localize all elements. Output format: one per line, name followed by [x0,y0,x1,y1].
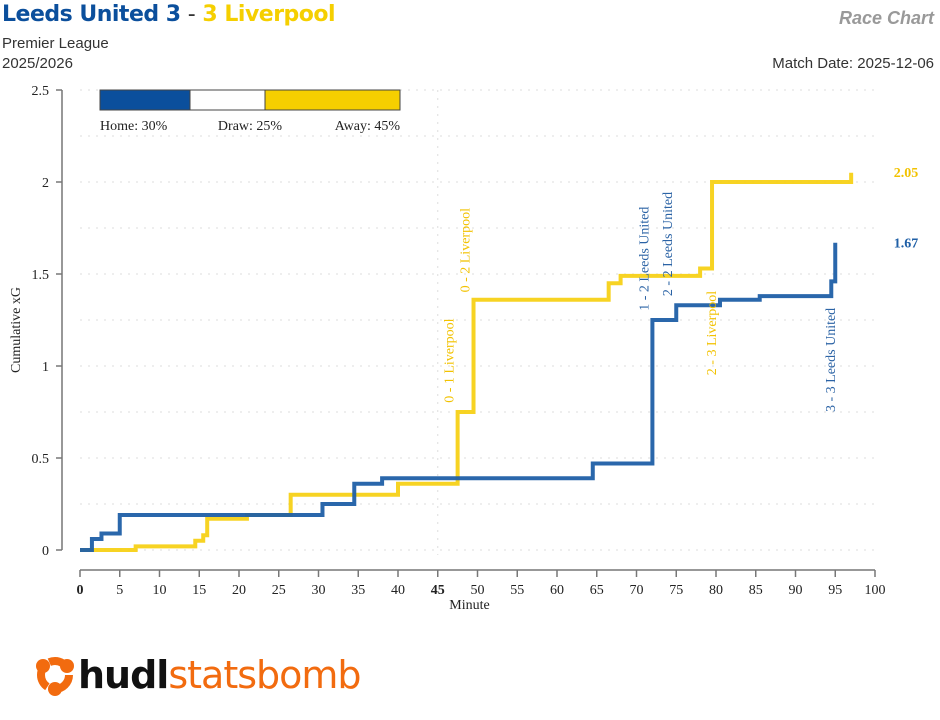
x-tick-label: 100 [865,583,886,598]
x-tick-label: 60 [550,583,564,598]
x-tick-label: 25 [272,583,286,598]
xg-line-leeds-united [80,242,838,552]
x-tick-label: 85 [749,583,763,598]
competition-label: Premier League [2,35,109,52]
home-win-prob-bar [99,89,191,111]
goal-annotation: 0 - 1 Liverpool [443,318,458,402]
y-tick-label: 2 [42,176,49,191]
goal-annotation: 3 - 3 Leeds United [824,308,839,412]
x-tick-label: 65 [590,583,604,598]
x-axis-label: Minute [449,598,489,613]
away-win-prob-bar [264,89,401,111]
y-tick-label: 1 [42,360,49,375]
x-tick-label: 50 [471,583,485,598]
match-title: Leeds United 3 - 3 Liverpool [2,2,336,27]
home-score: 3 [165,2,181,27]
season-label: 2025/2026 [2,55,73,72]
draw-prob-label: Draw: 25% [218,119,282,134]
y-axis-label: Cumulative xG [9,287,24,373]
goal-annotation: 2 - 2 Leeds United [661,192,676,296]
x-tick-label: 40 [391,583,405,598]
x-tick-label: 20 [232,583,246,598]
away-prob-label: Away: 45% [335,119,401,134]
away-score: 3 [202,2,218,27]
score-separator: - [187,2,196,27]
x-tick-label: 5 [116,583,123,598]
x-tick-label: 10 [153,583,167,598]
home-prob-label: Home: 30% [100,119,168,134]
race-chart: 0 0.5 1 1.5 2 2.5 Cumulative xG 0 5 10 15 20 25 30 35 4… [9,84,919,613]
goal-annotation: 2 - 3 Liverpool [705,291,720,375]
x-tick-label: 35 [351,583,365,598]
y-tick-label: 2.5 [32,84,50,99]
x-tick-label: 55 [510,583,524,598]
x-tick-label: 70 [630,583,644,598]
x-tick-label: 0 [77,583,84,598]
draw-prob-bar [189,89,266,111]
x-tick-label: 45 [431,583,445,598]
away-team-name: Liverpool [224,2,336,27]
x-tick-label: 90 [789,583,803,598]
x-tick-label: 15 [192,583,206,598]
logo-text-hudl: hudl [78,653,169,697]
hudl-statsbomb-logo: hudl statsbomb [32,652,362,698]
match-date: Match Date: 2025-12-06 [772,55,934,72]
logo-text-statsbomb: statsbomb [168,653,361,697]
chart-name: Race Chart [838,8,934,28]
final-xg-away: 2.05 [894,166,919,181]
final-xg-home: 1.67 [894,237,919,252]
home-team-name: Leeds United [2,2,159,27]
y-tick-label: 0 [42,544,49,559]
x-tick-label: 75 [669,583,683,598]
xg-line-liverpool [80,172,854,552]
x-tick-label: 30 [312,583,326,598]
y-tick-label: 1.5 [32,268,50,283]
x-tick-label: 95 [828,583,842,598]
statsbomb-logo-icon [36,657,74,696]
x-tick-label: 80 [709,583,723,598]
goal-annotation: 0 - 2 Liverpool [459,208,474,292]
goal-annotation: 1 - 2 Leeds United [637,207,652,311]
y-tick-label: 0.5 [32,452,50,467]
